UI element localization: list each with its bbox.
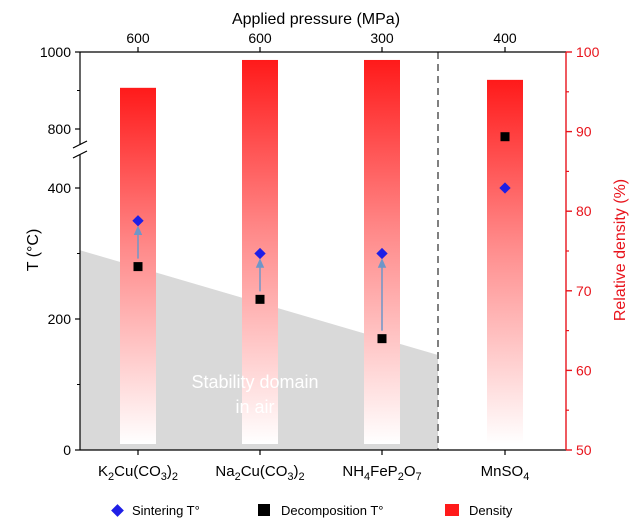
category-label-part: MnSO: [481, 463, 524, 480]
category-label-part: K: [98, 463, 108, 480]
decomposition-point: [377, 334, 387, 344]
category-label: NH4FeP2O7: [342, 463, 421, 483]
category-label-part: O: [404, 463, 416, 480]
axis-break-mark: [72, 140, 88, 149]
category-label-subscript: 4: [523, 471, 529, 483]
stability-label-line2: in air: [235, 397, 274, 417]
category-label-part: FeP: [370, 463, 398, 480]
category-label-part: Cu(CO: [114, 463, 161, 480]
right-axis-title: Relative density (%): [612, 179, 629, 321]
density-bars: [120, 59, 523, 445]
category-label: K2Cu(CO3)2: [98, 463, 178, 483]
category-label-subscript: 2: [398, 471, 404, 483]
category-label-part: Cu(CO: [241, 463, 288, 480]
sintering-point: [254, 247, 266, 260]
category-label-part: ): [293, 463, 298, 480]
sintering-point: [376, 247, 388, 260]
left-tick-label: 1000: [40, 44, 71, 60]
category-label-subscript: 2: [235, 471, 241, 483]
pressure-label: 300: [370, 30, 394, 46]
right-tick-label: 100: [576, 44, 600, 60]
top-axis-title: Applied pressure (MPa): [232, 11, 400, 28]
category-label: MnSO4: [481, 463, 530, 483]
left-tick-label: 400: [48, 180, 72, 196]
legend-decomposition-label: Decomposition T°: [281, 503, 384, 518]
decomposition-point: [500, 132, 510, 142]
category-label-subscript: 2: [298, 471, 304, 483]
right-tick-label: 90: [576, 124, 592, 140]
axis-break-mark: [72, 150, 88, 159]
right-tick-label: 80: [576, 203, 592, 219]
legend-sintering-label: Sintering T°: [132, 503, 200, 518]
left-tick-label: 0: [63, 442, 71, 458]
pressure-label: 600: [248, 30, 272, 46]
category-label-subscript: 3: [287, 471, 293, 483]
pressure-label: 600: [126, 30, 150, 46]
left-axis-title: T (°C): [25, 229, 42, 272]
category-label-subscript: 2: [108, 471, 114, 483]
decomposition-point: [133, 262, 143, 272]
legend-density-marker: [445, 504, 459, 516]
right-tick-label: 50: [576, 442, 592, 458]
temperature-arrows: [133, 225, 387, 331]
sintering-point: [132, 215, 144, 227]
legend: Sintering T° Decomposition T° Density: [111, 503, 513, 518]
category-label-part: Na: [215, 463, 235, 480]
category-label-part: ): [167, 463, 172, 480]
legend-sintering-marker: [111, 504, 124, 517]
left-tick-label: 200: [48, 311, 72, 327]
right-tick-label: 60: [576, 362, 592, 378]
sintering-point: [499, 182, 511, 194]
category-label-subscript: 4: [364, 471, 370, 483]
stability-domain-label: Stability domain in air: [191, 372, 318, 417]
legend-density-label: Density: [469, 503, 513, 518]
category-label-subscript: 3: [161, 471, 167, 483]
axes: 020040080010005060708090100600K2Cu(CO3)2…: [40, 30, 600, 483]
category-label-subscript: 7: [415, 471, 421, 483]
left-tick-label: 800: [48, 121, 72, 137]
pressure-label: 400: [493, 30, 517, 46]
right-tick-label: 70: [576, 283, 592, 299]
stability-label-line1: Stability domain: [191, 372, 318, 392]
data-points: [132, 132, 511, 344]
legend-decomposition-marker: [258, 504, 270, 516]
decomposition-point: [255, 294, 265, 304]
category-label-subscript: 2: [172, 471, 178, 483]
category-label-part: NH: [342, 463, 364, 480]
category-label: Na2Cu(CO3)2: [215, 463, 304, 483]
